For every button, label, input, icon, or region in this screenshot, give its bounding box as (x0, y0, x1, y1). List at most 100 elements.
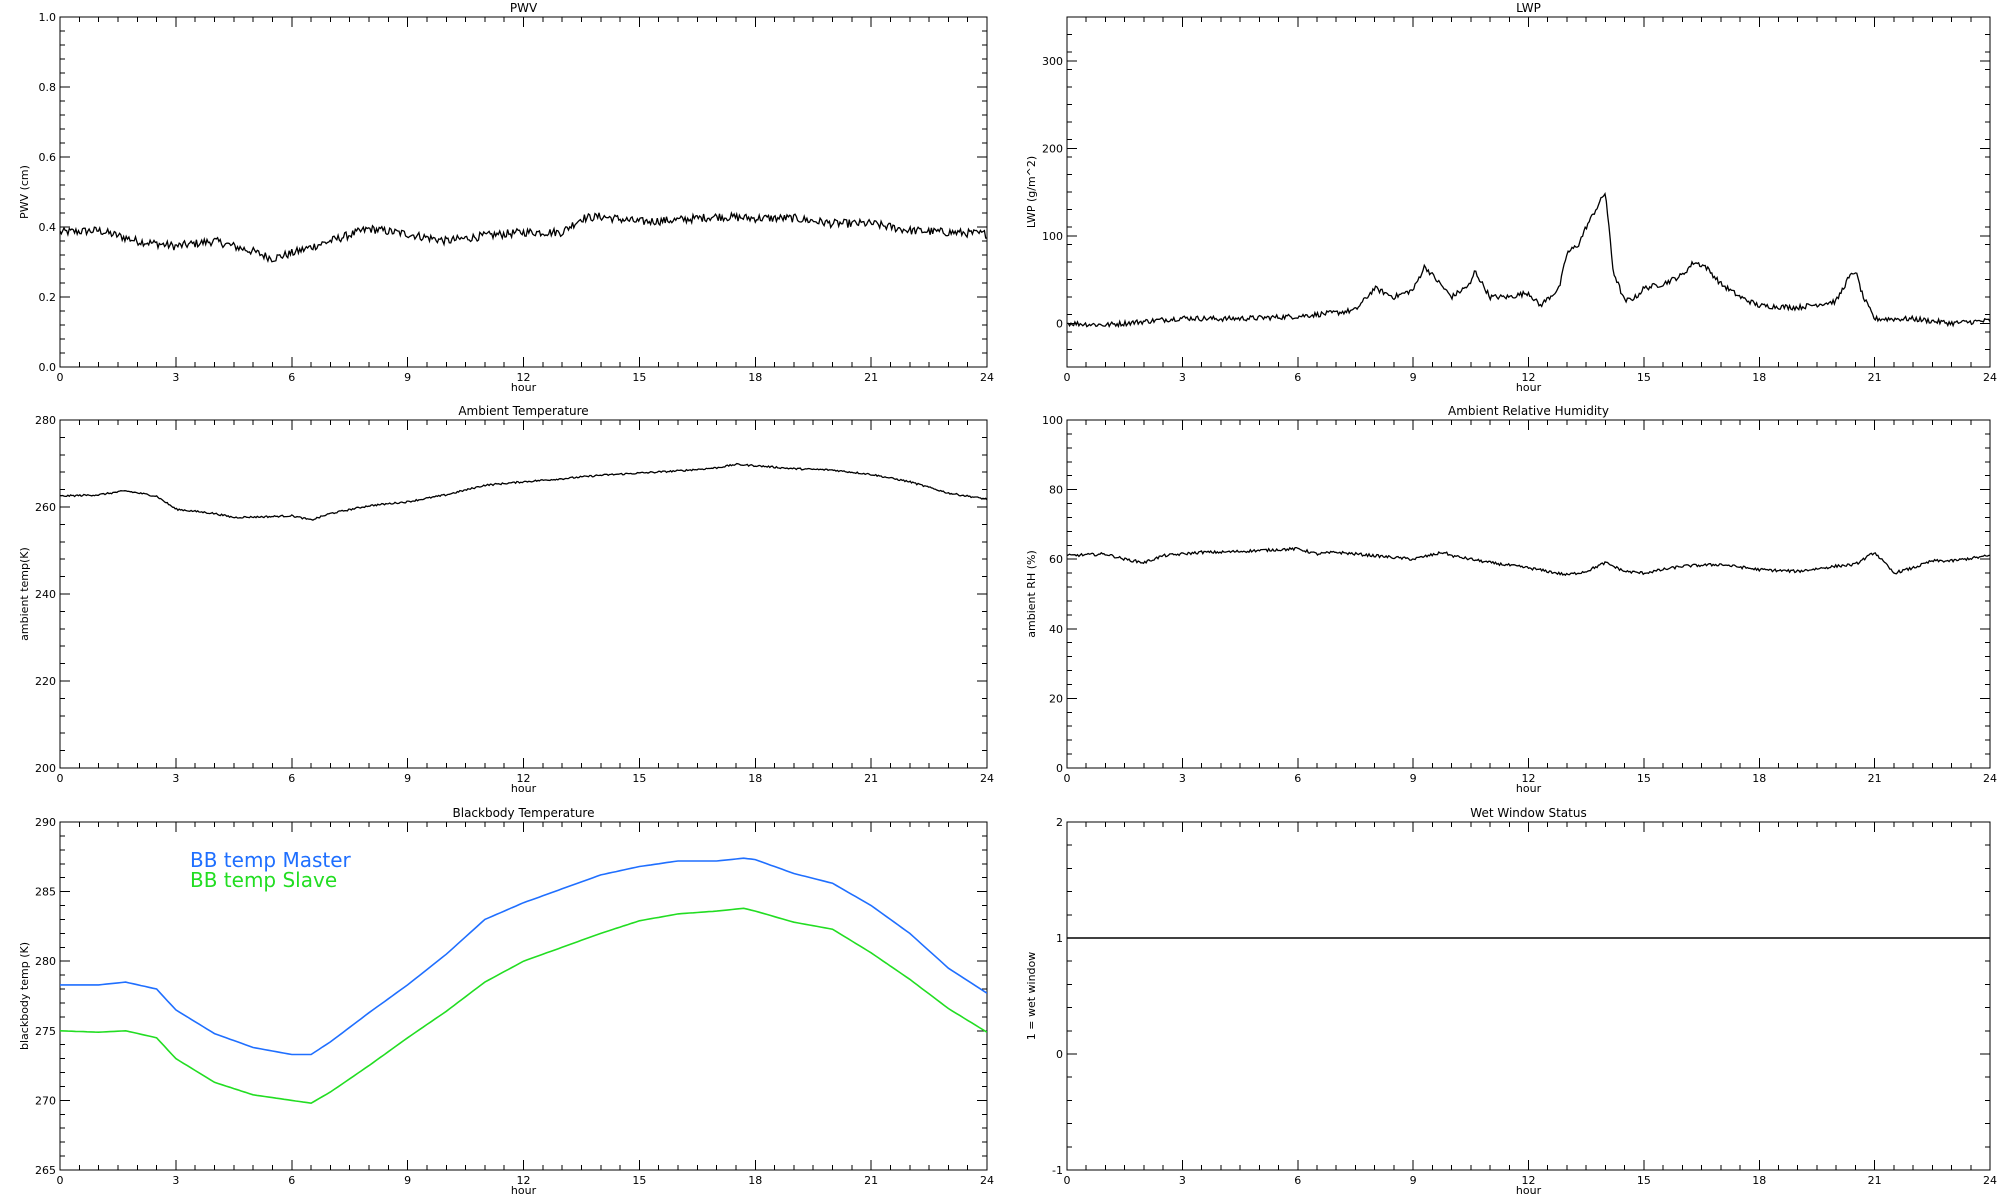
y-tick-label: 280 (35, 414, 56, 427)
x-tick-label: 24 (1983, 371, 1997, 384)
x-tick-label: 12 (1522, 772, 1536, 785)
y-tick-label: 240 (35, 588, 56, 601)
y-tick-label: 280 (35, 955, 56, 968)
y-tick-label: 265 (35, 1164, 56, 1177)
x-tick-label: 0 (57, 371, 64, 384)
y-tick-label: 290 (35, 816, 56, 829)
x-tick-label: 24 (980, 772, 994, 785)
chart-panel-pwv: PWV 0 3 6 9 12 15 18 21 24 hour 0.0 0.2 0.4 0.6 0.8 1.0 P… (18, 1, 994, 394)
x-tick-label: 15 (632, 371, 646, 384)
y-tick-label: 2 (1056, 816, 1063, 829)
x-tick-label: 0 (57, 772, 64, 785)
chart-title: Blackbody Temperature (453, 806, 595, 820)
x-tick-label: 6 (1294, 772, 1301, 785)
x-tick-label: 9 (1410, 1174, 1417, 1187)
x-tick-label: 6 (288, 1174, 295, 1187)
series-line-1 (60, 907, 987, 1105)
x-tick-label: 12 (517, 772, 531, 785)
y-tick-label: 200 (35, 762, 56, 775)
x-tick-label: 24 (980, 1174, 994, 1187)
x-tick-label: 21 (1868, 772, 1882, 785)
x-tick-label: 24 (1983, 1174, 1997, 1187)
x-tick-label: 12 (517, 1174, 531, 1187)
plot-frame (1066, 16, 1991, 368)
x-tick-label: 12 (1522, 1174, 1536, 1187)
chart-panel-lwp: LWP 0 3 6 9 12 15 18 21 24 hour 0 100 200 300 LWP (g/m^… (1025, 1, 1997, 394)
y-tick-label: 80 (1049, 484, 1063, 497)
plot-frame (1066, 821, 1991, 1171)
x-tick-label: 6 (1294, 371, 1301, 384)
plot-frame (1066, 419, 1991, 769)
y-tick-label: 270 (35, 1094, 56, 1107)
x-tick-label: 18 (1752, 371, 1766, 384)
x-tick-label: 21 (864, 1174, 878, 1187)
y-axis-label: 1 = wet window (1025, 952, 1038, 1041)
y-tick-label: 1.0 (39, 11, 57, 24)
legend-entry-0: BB temp Master (190, 848, 352, 872)
x-tick-label: 18 (748, 772, 762, 785)
x-tick-label: 21 (864, 772, 878, 785)
x-axis-label: hour (1516, 1184, 1542, 1197)
x-tick-label: 15 (632, 772, 646, 785)
x-tick-label: 21 (1868, 1174, 1882, 1187)
x-tick-label: 3 (172, 772, 179, 785)
x-tick-label: 21 (1868, 371, 1882, 384)
series-line-0 (60, 462, 987, 521)
y-axis-label: LWP (g/m^2) (1025, 156, 1038, 228)
y-tick-label: 0.6 (39, 151, 57, 164)
x-tick-label: 6 (288, 371, 295, 384)
y-tick-label: 0 (1056, 317, 1063, 330)
x-tick-label: 18 (748, 371, 762, 384)
y-tick-label: 0.2 (39, 291, 57, 304)
x-tick-label: 6 (288, 772, 295, 785)
y-tick-label: 0 (1056, 762, 1063, 775)
y-tick-label: 20 (1049, 692, 1063, 705)
y-tick-label: 0.8 (39, 81, 57, 94)
y-axis-label: blackbody temp (K) (18, 942, 31, 1050)
x-axis-label: hour (511, 782, 537, 795)
chart-panel-ambient-relative-humidity: Ambient Relative Humidity 0 3 6 9 12 15 18 21 24 h… (1025, 404, 1997, 795)
x-tick-label: 3 (1179, 772, 1186, 785)
y-tick-label: 40 (1049, 623, 1063, 636)
x-tick-label: 18 (1752, 1174, 1766, 1187)
x-tick-label: 6 (1294, 1174, 1301, 1187)
x-tick-label: 12 (517, 371, 531, 384)
series-line-0 (1067, 192, 1990, 329)
x-tick-label: 24 (980, 371, 994, 384)
x-tick-label: 3 (172, 1174, 179, 1187)
y-tick-label: 220 (35, 675, 56, 688)
x-axis-label: hour (1516, 782, 1542, 795)
y-tick-label: 100 (1042, 414, 1063, 427)
y-tick-label: 260 (35, 501, 56, 514)
x-axis-label: hour (511, 1184, 537, 1197)
y-tick-label: 200 (1042, 142, 1063, 155)
x-tick-label: 21 (864, 371, 878, 384)
x-tick-label: 9 (404, 1174, 411, 1187)
x-tick-label: 9 (1410, 371, 1417, 384)
series-line-0 (1067, 546, 1990, 577)
y-tick-label: 300 (1042, 55, 1063, 68)
y-tick-label: 0.0 (39, 361, 57, 374)
chart-title: PWV (510, 1, 538, 15)
legend-entry-1: BB temp Slave (190, 868, 337, 892)
x-tick-label: 9 (1410, 772, 1417, 785)
x-tick-label: 9 (404, 371, 411, 384)
series-line-0 (60, 857, 987, 1056)
x-tick-label: 3 (172, 371, 179, 384)
x-tick-label: 0 (1064, 371, 1071, 384)
y-axis-label: ambient temp(K) (18, 547, 31, 641)
x-tick-label: 15 (1637, 772, 1651, 785)
x-tick-label: 0 (57, 1174, 64, 1187)
x-tick-label: 3 (1179, 1174, 1186, 1187)
y-axis-label: ambient RH (%) (1025, 550, 1038, 638)
x-tick-label: 9 (404, 772, 411, 785)
chart-title: Wet Window Status (1470, 806, 1586, 820)
y-tick-label: 275 (35, 1025, 56, 1038)
y-tick-label: 1 (1056, 932, 1063, 945)
chart-title: Ambient Relative Humidity (1448, 404, 1609, 418)
x-tick-label: 18 (1752, 772, 1766, 785)
x-tick-label: 12 (1522, 371, 1536, 384)
chart-title: Ambient Temperature (458, 404, 588, 418)
y-tick-label: 0.4 (39, 221, 57, 234)
